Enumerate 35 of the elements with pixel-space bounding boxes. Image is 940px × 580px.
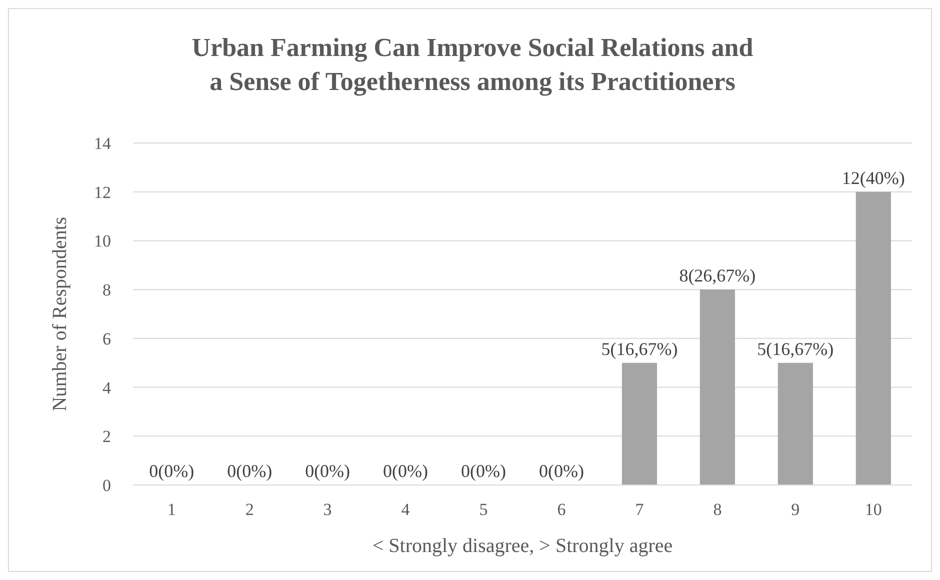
y-tick-label: 4 [102,378,112,398]
x-tick-label: 9 [791,500,800,519]
x-tick-label: 2 [245,500,254,519]
x-axis-title: < Strongly disagree, > Strongly agree [372,535,673,557]
data-label: 12(40%) [842,168,905,188]
x-tick-label: 5 [479,500,488,519]
x-tick-label: 7 [635,500,644,519]
y-tick-label: 10 [94,232,111,251]
chart-title: Urban Farming Can Improve Social Relations and a Sense of Togetherness among its Practitioners [192,33,754,96]
bar [856,192,891,485]
x-tick-label: 3 [323,500,332,519]
data-label: 0(0%) [538,461,584,481]
bar [778,362,813,485]
data-label: 5(16,67%) [757,338,834,359]
x-tick-label: 1 [167,500,176,519]
data-label: 8(26,67%) [679,266,756,286]
data-label: 0(0%) [227,461,272,481]
y-tick-label: 2 [102,427,111,446]
y-tick-label: 8 [102,280,111,300]
y-axis-title: Number of Respondents [49,216,71,412]
y-tick-label: 12 [94,182,111,202]
data-label: 0(0%) [149,461,194,481]
bar [700,290,735,485]
data-label: 0(0%) [383,461,428,481]
bar [622,362,658,485]
data-label: 5(16,67%) [601,338,678,359]
y-tick-label: 0 [102,476,111,495]
y-tick-label: 14 [94,134,112,153]
data-label: 0(0%) [305,461,350,481]
data-label: 0(0%) [461,461,506,481]
x-tick-label: 10 [864,500,882,519]
x-tick-label: 8 [713,500,722,519]
x-tick-label: 4 [401,500,410,519]
x-tick-label: 6 [557,500,566,519]
y-tick-label: 6 [102,329,111,348]
